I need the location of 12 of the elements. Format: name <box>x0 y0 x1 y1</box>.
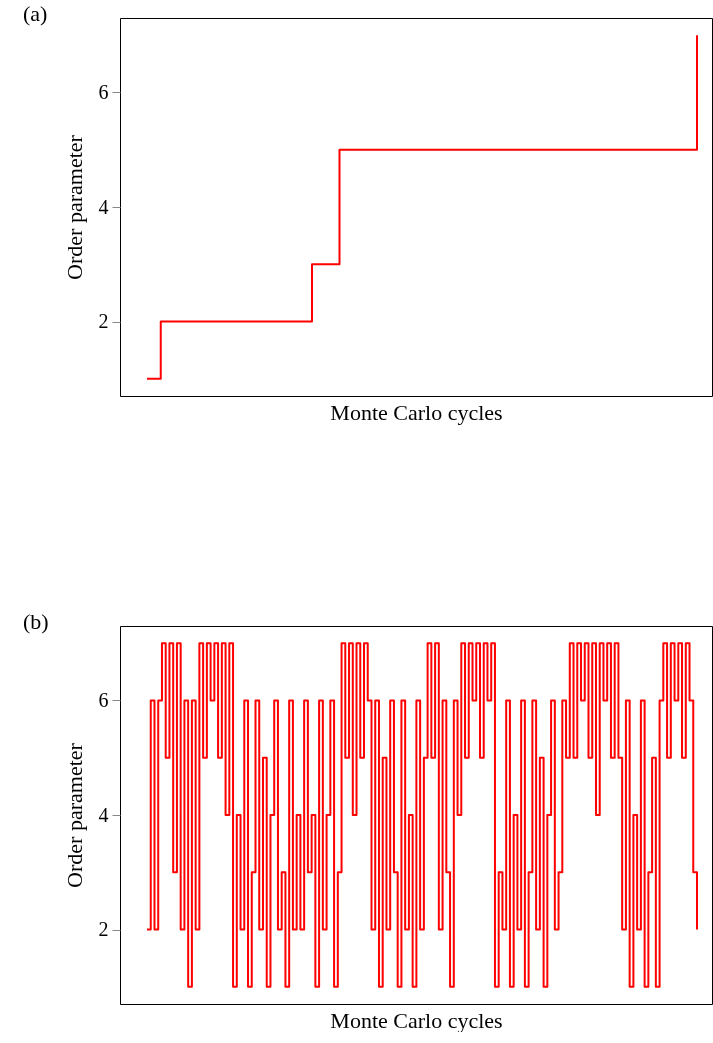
y-axis-title: Order parameter <box>61 742 87 888</box>
x-axis-title: Monte Carlo cycles <box>330 399 503 425</box>
y-tick-label: 4 <box>98 803 109 826</box>
chart-title: (a) <box>23 1 48 26</box>
y-tick-label: 6 <box>98 688 109 711</box>
y-tick-label: 6 <box>98 80 109 103</box>
chart-title: (b) <box>23 609 49 634</box>
y-tick-label: 4 <box>98 195 109 218</box>
y-tick-label: 2 <box>98 310 109 333</box>
x-axis-title: Monte Carlo cycles <box>330 1007 503 1033</box>
y-tick-label: 2 <box>98 918 109 941</box>
y-axis-title: Order parameter <box>61 134 87 280</box>
